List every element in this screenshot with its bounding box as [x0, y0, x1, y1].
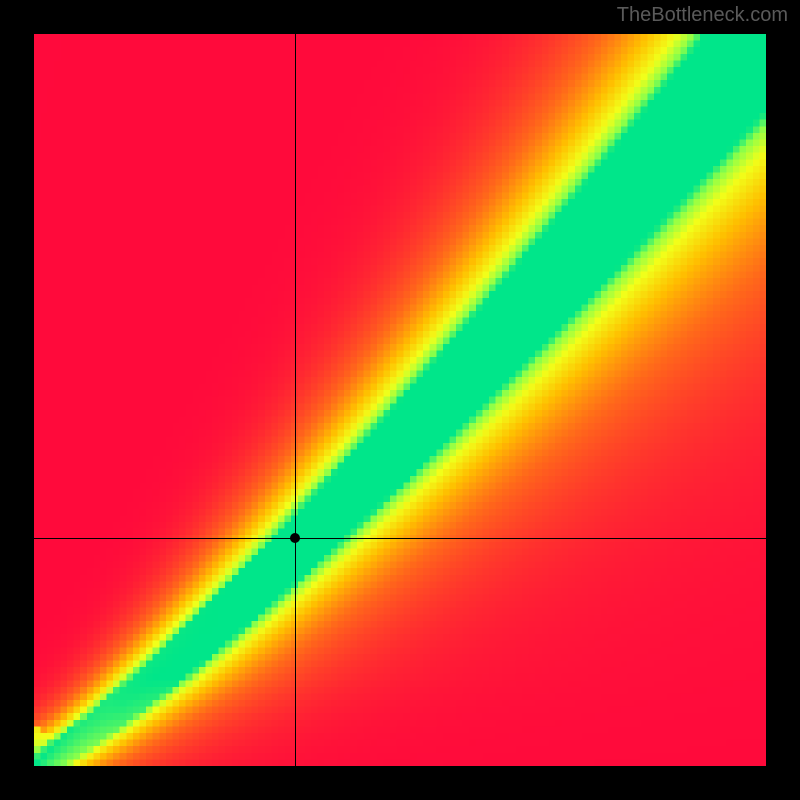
marker-dot [290, 533, 300, 543]
crosshair-vertical-line [295, 34, 296, 766]
bottleneck-heatmap-plot [34, 34, 766, 766]
heatmap-canvas [34, 34, 766, 766]
watermark-text: TheBottleneck.com [617, 4, 788, 27]
crosshair-horizontal-line [34, 538, 766, 539]
